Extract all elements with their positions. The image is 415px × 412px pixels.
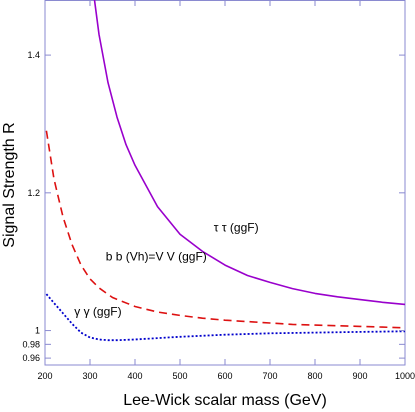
x-tick-label: 400 [127, 371, 142, 381]
curve-label-1: b b (Vh)=V V (ggF) [106, 249, 207, 263]
x-tick-label: 300 [82, 371, 97, 381]
y-tick-label: 1 [35, 326, 40, 336]
series-line-0 [93, 0, 406, 306]
x-axis-title: Lee-Wick scalar mass (GeV) [123, 392, 327, 409]
x-tick-label: 600 [217, 371, 232, 381]
x-tick-label: 700 [262, 371, 277, 381]
x-tick-label: 200 [37, 371, 52, 381]
y-tick-label: 1.4 [27, 50, 40, 60]
y-tick-label: 0.98 [22, 339, 40, 349]
y-axis-title: Signal Strength R [1, 122, 18, 247]
x-tick-label: 800 [307, 371, 322, 381]
y-tick-label: 1.2 [27, 188, 40, 198]
curve-label-0: τ τ (ggF) [214, 220, 259, 234]
x-tick-label: 500 [172, 371, 187, 381]
y-tick-label: 0.96 [22, 353, 40, 363]
x-tick-label: 1000 [395, 371, 415, 381]
curve-label-2: γ γ (ggF) [74, 304, 121, 318]
series-line-1 [45, 130, 406, 329]
series-line-2 [45, 293, 406, 342]
x-tick-label: 900 [352, 371, 367, 381]
